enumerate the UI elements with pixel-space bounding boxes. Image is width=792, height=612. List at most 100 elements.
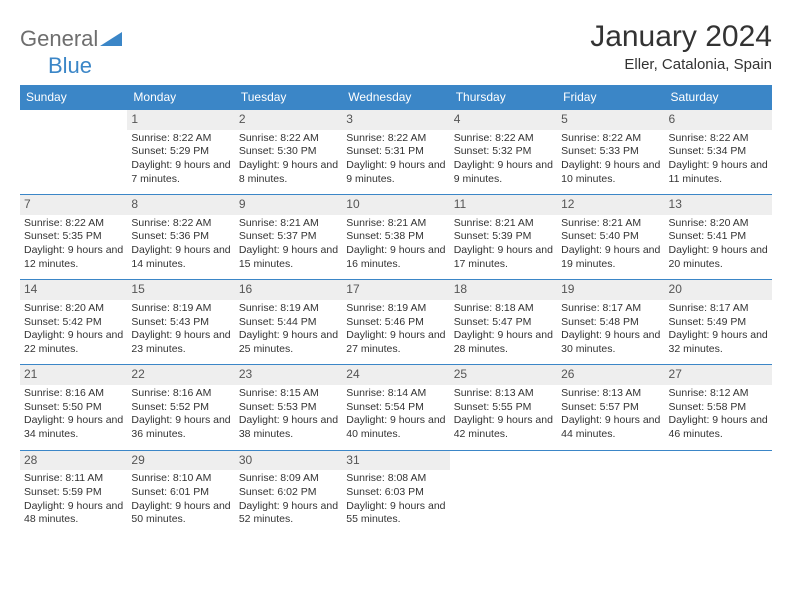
- dow-tuesday: Tuesday: [235, 85, 342, 109]
- sunset-text: Sunset: 5:29 PM: [131, 145, 230, 159]
- daylight-text: Daylight: 9 hours and 38 minutes.: [239, 414, 338, 441]
- sunset-text: Sunset: 5:32 PM: [454, 145, 553, 159]
- dow-friday: Friday: [557, 85, 664, 109]
- dow-saturday: Saturday: [665, 85, 772, 109]
- day-cell: [450, 450, 557, 535]
- sunrise-text: Sunrise: 8:22 AM: [239, 132, 338, 146]
- sunrise-text: Sunrise: 8:16 AM: [131, 387, 230, 401]
- day-number: 21: [20, 364, 127, 385]
- daylight-text: Daylight: 9 hours and 23 minutes.: [131, 329, 230, 356]
- day-number: 6: [665, 109, 772, 130]
- day-cell: 11Sunrise: 8:21 AMSunset: 5:39 PMDayligh…: [450, 194, 557, 279]
- sunset-text: Sunset: 6:03 PM: [346, 486, 445, 500]
- day-number: 30: [235, 450, 342, 471]
- day-info: Sunrise: 8:20 AMSunset: 5:41 PMDaylight:…: [669, 217, 768, 272]
- daylight-text: Daylight: 9 hours and 7 minutes.: [131, 159, 230, 186]
- day-info: Sunrise: 8:08 AMSunset: 6:03 PMDaylight:…: [346, 472, 445, 527]
- day-cell: 4Sunrise: 8:22 AMSunset: 5:32 PMDaylight…: [450, 109, 557, 194]
- sunrise-text: Sunrise: 8:19 AM: [131, 302, 230, 316]
- daylight-text: Daylight: 9 hours and 11 minutes.: [669, 159, 768, 186]
- sunset-text: Sunset: 5:43 PM: [131, 316, 230, 330]
- logo: General: [20, 26, 122, 52]
- sunset-text: Sunset: 5:46 PM: [346, 316, 445, 330]
- daylight-text: Daylight: 9 hours and 44 minutes.: [561, 414, 660, 441]
- sunset-text: Sunset: 5:54 PM: [346, 401, 445, 415]
- day-number: 29: [127, 450, 234, 471]
- sunrise-text: Sunrise: 8:19 AM: [239, 302, 338, 316]
- sunset-text: Sunset: 5:33 PM: [561, 145, 660, 159]
- day-number: 3: [342, 109, 449, 130]
- daylight-text: Daylight: 9 hours and 15 minutes.: [239, 244, 338, 271]
- day-info: Sunrise: 8:17 AMSunset: 5:48 PMDaylight:…: [561, 302, 660, 357]
- day-number: 8: [127, 194, 234, 215]
- dow-sunday: Sunday: [20, 85, 127, 109]
- day-number: 20: [665, 279, 772, 300]
- dow-row: Sunday Monday Tuesday Wednesday Thursday…: [20, 85, 772, 109]
- sunrise-text: Sunrise: 8:22 AM: [131, 217, 230, 231]
- sunset-text: Sunset: 5:52 PM: [131, 401, 230, 415]
- day-info: Sunrise: 8:22 AMSunset: 5:34 PMDaylight:…: [669, 132, 768, 187]
- day-info: Sunrise: 8:22 AMSunset: 5:32 PMDaylight:…: [454, 132, 553, 187]
- day-info: Sunrise: 8:21 AMSunset: 5:39 PMDaylight:…: [454, 217, 553, 272]
- daylight-text: Daylight: 9 hours and 42 minutes.: [454, 414, 553, 441]
- daylight-text: Daylight: 9 hours and 50 minutes.: [131, 500, 230, 527]
- day-cell: 6Sunrise: 8:22 AMSunset: 5:34 PMDaylight…: [665, 109, 772, 194]
- day-number: 1: [127, 109, 234, 130]
- day-info: Sunrise: 8:20 AMSunset: 5:42 PMDaylight:…: [24, 302, 123, 357]
- day-info: Sunrise: 8:21 AMSunset: 5:40 PMDaylight:…: [561, 217, 660, 272]
- day-number: 19: [557, 279, 664, 300]
- day-cell: 15Sunrise: 8:19 AMSunset: 5:43 PMDayligh…: [127, 279, 234, 364]
- sunrise-text: Sunrise: 8:11 AM: [24, 472, 123, 486]
- sunrise-text: Sunrise: 8:12 AM: [669, 387, 768, 401]
- day-info: Sunrise: 8:11 AMSunset: 5:59 PMDaylight:…: [24, 472, 123, 527]
- day-number: 9: [235, 194, 342, 215]
- day-info: Sunrise: 8:16 AMSunset: 5:52 PMDaylight:…: [131, 387, 230, 442]
- sunset-text: Sunset: 5:35 PM: [24, 230, 123, 244]
- day-cell: 28Sunrise: 8:11 AMSunset: 5:59 PMDayligh…: [20, 450, 127, 535]
- day-cell: 30Sunrise: 8:09 AMSunset: 6:02 PMDayligh…: [235, 450, 342, 535]
- sunrise-text: Sunrise: 8:22 AM: [454, 132, 553, 146]
- day-cell: 9Sunrise: 8:21 AMSunset: 5:37 PMDaylight…: [235, 194, 342, 279]
- sunset-text: Sunset: 5:59 PM: [24, 486, 123, 500]
- sunset-text: Sunset: 5:57 PM: [561, 401, 660, 415]
- day-info: Sunrise: 8:12 AMSunset: 5:58 PMDaylight:…: [669, 387, 768, 442]
- sunrise-text: Sunrise: 8:09 AM: [239, 472, 338, 486]
- day-info: Sunrise: 8:22 AMSunset: 5:29 PMDaylight:…: [131, 132, 230, 187]
- logo-text-2: Blue: [48, 53, 92, 78]
- day-cell: 31Sunrise: 8:08 AMSunset: 6:03 PMDayligh…: [342, 450, 449, 535]
- daylight-text: Daylight: 9 hours and 40 minutes.: [346, 414, 445, 441]
- daylight-text: Daylight: 9 hours and 34 minutes.: [24, 414, 123, 441]
- sunset-text: Sunset: 5:37 PM: [239, 230, 338, 244]
- day-cell: [665, 450, 772, 535]
- sunrise-text: Sunrise: 8:20 AM: [669, 217, 768, 231]
- day-cell: 13Sunrise: 8:20 AMSunset: 5:41 PMDayligh…: [665, 194, 772, 279]
- daylight-text: Daylight: 9 hours and 17 minutes.: [454, 244, 553, 271]
- sunrise-text: Sunrise: 8:13 AM: [561, 387, 660, 401]
- day-info: Sunrise: 8:19 AMSunset: 5:44 PMDaylight:…: [239, 302, 338, 357]
- day-number: 10: [342, 194, 449, 215]
- sunrise-text: Sunrise: 8:22 AM: [131, 132, 230, 146]
- day-number: 17: [342, 279, 449, 300]
- sunset-text: Sunset: 5:42 PM: [24, 316, 123, 330]
- day-cell: 21Sunrise: 8:16 AMSunset: 5:50 PMDayligh…: [20, 364, 127, 449]
- day-info: Sunrise: 8:21 AMSunset: 5:37 PMDaylight:…: [239, 217, 338, 272]
- daylight-text: Daylight: 9 hours and 27 minutes.: [346, 329, 445, 356]
- sunset-text: Sunset: 5:36 PM: [131, 230, 230, 244]
- dow-thursday: Thursday: [450, 85, 557, 109]
- day-number: 22: [127, 364, 234, 385]
- daylight-text: Daylight: 9 hours and 28 minutes.: [454, 329, 553, 356]
- day-info: Sunrise: 8:21 AMSunset: 5:38 PMDaylight:…: [346, 217, 445, 272]
- week-row: 7Sunrise: 8:22 AMSunset: 5:35 PMDaylight…: [20, 194, 772, 279]
- day-cell: 29Sunrise: 8:10 AMSunset: 6:01 PMDayligh…: [127, 450, 234, 535]
- day-cell: 27Sunrise: 8:12 AMSunset: 5:58 PMDayligh…: [665, 364, 772, 449]
- sunrise-text: Sunrise: 8:10 AM: [131, 472, 230, 486]
- daylight-text: Daylight: 9 hours and 14 minutes.: [131, 244, 230, 271]
- sunset-text: Sunset: 5:50 PM: [24, 401, 123, 415]
- day-number: 5: [557, 109, 664, 130]
- day-cell: 18Sunrise: 8:18 AMSunset: 5:47 PMDayligh…: [450, 279, 557, 364]
- daylight-text: Daylight: 9 hours and 22 minutes.: [24, 329, 123, 356]
- day-cell: 10Sunrise: 8:21 AMSunset: 5:38 PMDayligh…: [342, 194, 449, 279]
- day-cell: 1Sunrise: 8:22 AMSunset: 5:29 PMDaylight…: [127, 109, 234, 194]
- daylight-text: Daylight: 9 hours and 20 minutes.: [669, 244, 768, 271]
- day-cell: 14Sunrise: 8:20 AMSunset: 5:42 PMDayligh…: [20, 279, 127, 364]
